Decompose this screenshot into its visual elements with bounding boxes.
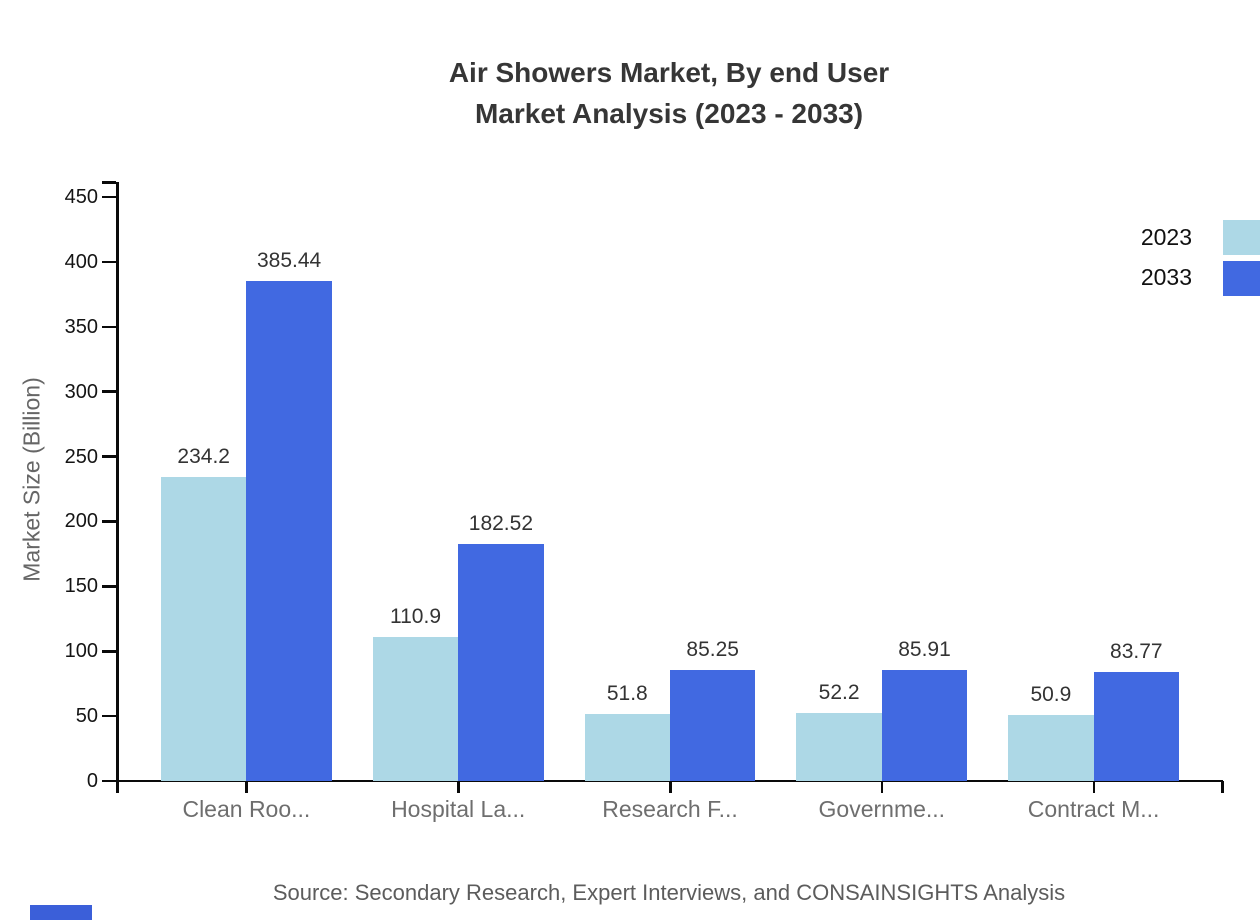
bar-2033 — [246, 280, 332, 781]
y-tick-mark — [102, 585, 116, 588]
bar-2023 — [584, 713, 670, 781]
category-label: Clean Roo... — [182, 796, 311, 822]
y-tick-mark — [102, 455, 116, 458]
x-tick-mark — [880, 781, 884, 793]
y-tick-mark — [102, 390, 116, 393]
x-tick-mark — [245, 781, 248, 793]
bar-2023 — [1008, 714, 1094, 781]
bar-2033 — [458, 544, 544, 781]
y-tick-label: 200 — [64, 510, 98, 533]
y-tick-mark — [102, 714, 116, 718]
category-label: Governme... — [818, 796, 946, 822]
bar-2023 — [796, 713, 882, 781]
chart-title-line-1: Air Showers Market, By end User — [448, 57, 890, 88]
source-note: Source: Secondary Research, Expert Inter… — [272, 880, 1066, 905]
chart-title: Air Showers Market, By end User Market A… — [78, 52, 1260, 134]
bar-2023 — [161, 477, 247, 781]
y-tick-label: 100 — [64, 640, 98, 663]
brand-mark — [30, 905, 92, 920]
y-tick-mark — [102, 650, 116, 653]
value-label: 85.91 — [898, 637, 951, 661]
y-tick-mark — [102, 260, 116, 264]
category-label: Hospital La... — [391, 796, 526, 822]
y-axis — [116, 182, 119, 783]
x-tick-mark — [669, 781, 672, 793]
y-tick-mark — [102, 520, 116, 523]
x-axis-start-cap — [116, 781, 119, 793]
value-label: 52.2 — [818, 681, 860, 705]
bar-2033 — [881, 669, 968, 781]
value-label: 182.52 — [468, 512, 533, 536]
y-tick-label: 250 — [64, 445, 98, 468]
category-label: Research F... — [602, 796, 738, 822]
y-tick-label: 350 — [64, 315, 98, 338]
category-label: Contract M... — [1027, 796, 1160, 822]
bar-2033 — [1093, 672, 1179, 781]
value-label: 385.44 — [256, 248, 322, 272]
value-label: 85.25 — [686, 638, 739, 662]
value-label: 50.9 — [1030, 682, 1072, 706]
value-label: 110.9 — [390, 605, 441, 629]
value-label: 234.2 — [177, 445, 230, 469]
y-tick-label: 0 — [86, 770, 98, 792]
y-tick-label: 150 — [64, 575, 98, 598]
y-tick-label: 400 — [64, 250, 98, 273]
value-label: 51.8 — [606, 681, 648, 705]
y-tick-label: 50 — [75, 705, 98, 728]
y-tick-label: 450 — [64, 186, 98, 208]
bar-2023 — [372, 637, 459, 781]
y-tick-label: 300 — [64, 380, 98, 403]
chart-title-line-2: Market Analysis (2023 - 2033) — [474, 98, 864, 129]
x-axis-end-cap — [1221, 781, 1224, 793]
x-tick-mark — [1092, 781, 1096, 793]
y-tick-mark — [102, 779, 116, 783]
y-tick-mark — [102, 195, 116, 199]
x-tick-mark — [457, 781, 460, 793]
y-axis-end-cap — [102, 181, 116, 184]
value-label: 83.77 — [1110, 640, 1163, 664]
bar-2033 — [670, 670, 756, 781]
y-tick-mark — [102, 325, 116, 329]
